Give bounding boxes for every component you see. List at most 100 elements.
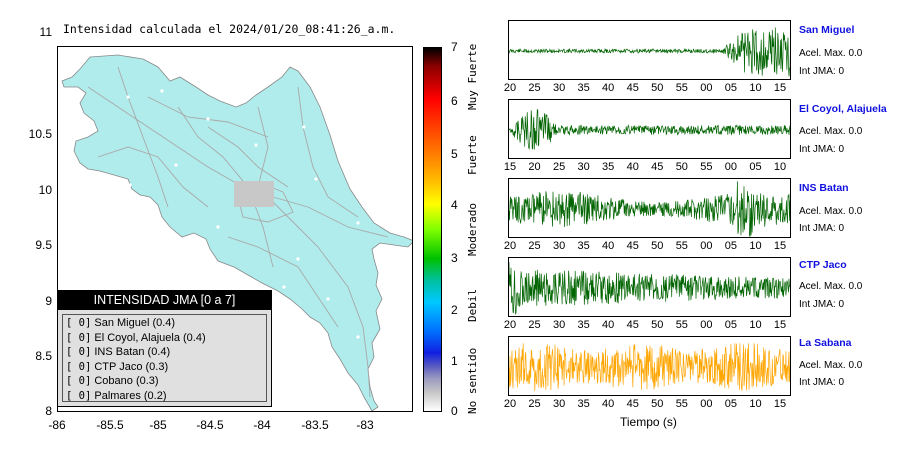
- map-title: Intensidad calculada el 2024/01/20_08:41…: [63, 22, 396, 36]
- station-name: El Coyol, Alajuela: [799, 103, 887, 115]
- time-tick-label: 15: [503, 161, 517, 173]
- map-x-tick: -83.5: [301, 418, 329, 432]
- waveform-trace: [509, 108, 790, 150]
- time-ticks: 15 20 25 30 35 40 45 50 55 00 05 10: [504, 161, 791, 175]
- waveform-panel-ins-batan[interactable]: [508, 178, 791, 238]
- station-jma: Int JMA: 0: [799, 223, 845, 234]
- waveform-panel-ctp-jaco[interactable]: [508, 257, 791, 317]
- map-x-tick: -86: [48, 418, 66, 432]
- time-tick-label: 40: [626, 161, 639, 173]
- map-y-tick: 9.5: [35, 238, 52, 252]
- time-tick-label: 20: [528, 161, 541, 173]
- waveform-line: [509, 262, 790, 315]
- legend-label: San Miguel (0.4): [94, 317, 176, 329]
- waveform-trace: [509, 181, 790, 237]
- time-tick-label: 25: [528, 82, 541, 94]
- legend-item: [ 0] Cobano (0.3): [66, 374, 263, 389]
- waveform-panel-la-sabana[interactable]: [508, 336, 791, 396]
- colorbar-label-debil: Debil: [466, 288, 479, 322]
- time-tick-label: 55: [675, 82, 688, 94]
- time-tick-label: 40: [602, 240, 615, 252]
- colorbar-tick: 0: [451, 404, 458, 418]
- waveform-panel-el-coyol[interactable]: [508, 99, 791, 159]
- station-accel: Acel. Max. 0.0: [799, 206, 863, 217]
- time-tick-label: 45: [626, 240, 639, 252]
- station-accel: Acel. Max. 0.0: [799, 126, 863, 137]
- station-name: CTP Jaco: [799, 259, 847, 271]
- time-axis-label: Tiempo (s): [620, 415, 677, 429]
- time-tick-label: 55: [675, 398, 688, 410]
- legend-bracket: [ 0]: [66, 331, 92, 344]
- legend-label: Cobano (0.3): [94, 375, 159, 388]
- colorbar-label-fuerte: Fuerte: [466, 135, 479, 175]
- time-tick-label: 45: [626, 82, 639, 94]
- station-markers: [126, 89, 374, 385]
- station-name: INS Batan: [799, 182, 849, 194]
- map-y-tick: 8: [45, 404, 52, 418]
- colorbar-tick: 7: [451, 40, 458, 54]
- legend-bracket: [ 0]: [66, 375, 92, 388]
- time-tick-label: 50: [651, 240, 664, 252]
- city-cluster: [234, 181, 274, 207]
- waveform-trace: [509, 262, 790, 315]
- time-tick-label: 00: [700, 319, 713, 331]
- time-tick-label: 20: [503, 82, 517, 94]
- time-tick-label: 15: [773, 319, 787, 331]
- legend-label: El Coyol, Alajuela (0.4): [94, 331, 206, 344]
- time-tick-label: 05: [724, 82, 738, 94]
- colorbar-tick: 5: [451, 147, 458, 161]
- time-tick-label: 30: [552, 398, 566, 410]
- waveform-trace: [509, 27, 790, 77]
- time-ticks: 20 25 30 35 40 45 50 55 00 05 10 15: [504, 319, 791, 333]
- time-tick-label: 30: [552, 82, 566, 94]
- map-y-tick: 9: [45, 294, 52, 308]
- colorbar-label-muy-fuerte: Muy Fuerte: [466, 43, 479, 110]
- time-tick-label: 10: [773, 161, 787, 173]
- time-tick-label: 05: [724, 398, 738, 410]
- time-tick-label: 00: [724, 161, 738, 173]
- station-jma: Int JMA: 0: [799, 144, 845, 155]
- map-x-tick: -85: [149, 418, 167, 432]
- colorbar-label-no-sentido: No sentido: [466, 347, 479, 414]
- time-tick-label: 30: [552, 240, 566, 252]
- map-x-tick: -84.5: [196, 418, 224, 432]
- map-x-tick: -83: [356, 418, 374, 432]
- station-jma: Int JMA: 0: [799, 299, 845, 310]
- time-tick-label: 55: [675, 240, 688, 252]
- waveform-trace: [509, 343, 790, 392]
- time-tick-label: 45: [626, 319, 639, 331]
- time-tick-label: 15: [773, 82, 787, 94]
- intensity-legend: INTENSIDAD JMA [0 a 7] [ 0] San Miguel (…: [57, 290, 272, 407]
- time-tick-label: 45: [651, 161, 664, 173]
- time-tick-label: 35: [577, 82, 590, 94]
- legend-item: [ 0] Palmares (0.2): [66, 389, 263, 404]
- waveform-line: [509, 181, 790, 237]
- legend-bracket: [ 0]: [66, 360, 92, 373]
- time-tick-label: 50: [651, 398, 664, 410]
- time-ticks: 20 25 30 35 40 45 50 55 00 05 10 15: [504, 240, 791, 254]
- costa-rica-map: [61, 54, 412, 411]
- legend-item: [ 0] El Coyol, Alajuela (0.4): [66, 331, 263, 346]
- map-y-tick: 10.5: [28, 127, 52, 141]
- legend-bracket: [ 0]: [66, 389, 92, 402]
- legend-title: INTENSIDAD JMA [0 a 7]: [58, 291, 271, 310]
- colorbar-tick: 4: [451, 198, 458, 212]
- time-tick-label: 10: [749, 398, 762, 410]
- legend-item: [ 0] INS Batan (0.4): [66, 345, 263, 360]
- time-tick-label: 25: [528, 398, 541, 410]
- station-jma: Int JMA: 0: [799, 66, 845, 77]
- time-tick-label: 00: [700, 82, 713, 94]
- time-tick-label: 35: [577, 240, 590, 252]
- waveform-line: [509, 108, 790, 150]
- colorbar-label-moderado: Moderado: [466, 203, 479, 256]
- map-x-tick: -84: [253, 418, 271, 432]
- intensity-colorbar: [423, 47, 442, 412]
- time-tick-label: 30: [552, 319, 566, 331]
- waveform-panel-san-miguel[interactable]: [508, 20, 791, 80]
- time-tick-label: 10: [749, 319, 762, 331]
- time-ticks: 20 25 30 35 40 45 50 55 00 05 10 15: [504, 398, 791, 412]
- station-name: La Sabana: [799, 337, 852, 349]
- time-tick-label: 40: [602, 398, 615, 410]
- time-tick-label: 40: [602, 319, 615, 331]
- legend-bracket: [ 0]: [66, 317, 92, 329]
